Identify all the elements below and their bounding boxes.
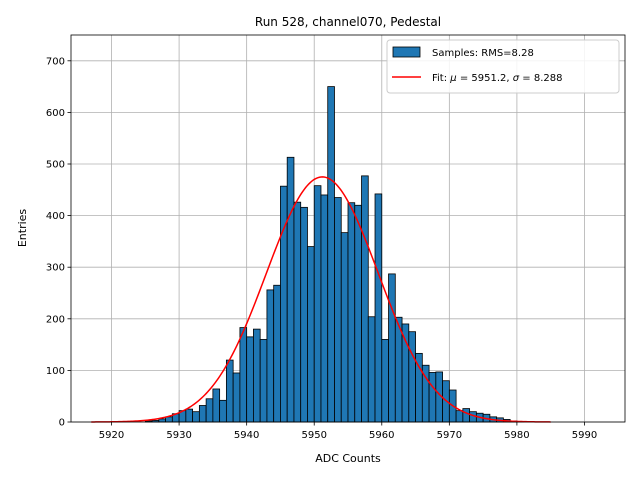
histogram-bar <box>381 339 389 423</box>
chart-title: Run 528, channel070, Pedestal <box>255 15 441 29</box>
y-tick-label: 400 <box>46 211 65 222</box>
histogram-bar <box>300 206 308 423</box>
x-tick-label: 5920 <box>99 430 124 441</box>
x-tick-label: 5980 <box>504 430 529 441</box>
histogram-bar <box>225 359 234 423</box>
histogram-bar <box>361 175 369 423</box>
histogram-bar <box>219 399 227 423</box>
histogram-bar <box>266 289 275 423</box>
legend-sigma-symbol: σ <box>513 73 520 84</box>
histogram-bar <box>158 418 166 423</box>
histogram-bars <box>144 86 525 423</box>
histogram-bar <box>198 405 207 423</box>
y-tick-label: 600 <box>46 108 65 119</box>
histogram-bar <box>334 197 342 423</box>
y-axis-ticks: 0 100 200 300 400 500 600 700 <box>46 56 71 429</box>
histogram-bar <box>354 204 362 423</box>
x-tick-label: 5960 <box>369 430 394 441</box>
histogram-bar <box>394 316 403 423</box>
histogram-bar <box>205 398 214 423</box>
histogram-bar <box>192 411 200 423</box>
y-tick-label: 500 <box>46 160 65 171</box>
x-tick-label: 5950 <box>301 430 326 441</box>
histogram-bar <box>428 372 437 423</box>
histogram-bar <box>367 316 376 423</box>
histogram-bar <box>259 339 268 423</box>
histogram-bar <box>307 246 315 423</box>
histogram-bar <box>313 185 322 423</box>
legend-fit-prefix: Fit: <box>432 73 450 84</box>
x-axis-ticks: 5920 5930 5940 5950 5960 5970 5980 5990 <box>99 422 597 441</box>
histogram-bar <box>212 388 221 423</box>
histogram-bar <box>408 331 416 423</box>
histogram-bar <box>455 410 464 423</box>
fit-curve-group <box>91 176 551 423</box>
histogram-bar <box>347 202 356 423</box>
histogram-bar <box>232 372 241 423</box>
legend-mu-symbol: μ <box>449 73 456 84</box>
histogram-bar <box>185 408 194 423</box>
legend-sigma-value: = 8.288 <box>519 73 562 84</box>
histogram-bar <box>273 284 281 423</box>
legend-bar-swatch <box>392 46 421 58</box>
x-tick-label: 5930 <box>166 430 191 441</box>
legend-mu-value: = 5951.2, <box>457 73 513 84</box>
legend-fit-label: Fit: μ = 5951.2, σ = 8.288 <box>432 73 562 84</box>
histogram-bar <box>327 86 335 423</box>
x-axis-label: ADC Counts <box>315 452 381 465</box>
x-tick-label: 5970 <box>437 430 462 441</box>
y-tick-label: 300 <box>46 263 65 274</box>
histogram-bar <box>293 201 302 423</box>
histogram-bar <box>374 193 383 423</box>
x-tick-label: 5990 <box>572 430 597 441</box>
legend-box <box>386 39 620 94</box>
histogram-bar <box>340 232 349 423</box>
x-tick-label: 5940 <box>234 430 259 441</box>
histogram-bar <box>286 156 295 423</box>
y-tick-label: 200 <box>46 314 65 325</box>
legend-samples-label: Samples: RMS=8.28 <box>432 48 534 59</box>
histogram-bar <box>401 323 410 423</box>
histogram-bar <box>239 327 248 423</box>
y-tick-label: 0 <box>59 418 65 429</box>
histogram-bar <box>462 408 471 423</box>
legend: Samples: RMS=8.28 Fit: μ = 5951.2, σ = 8… <box>386 39 620 94</box>
y-tick-label: 700 <box>46 56 65 67</box>
histogram-bar <box>388 273 396 423</box>
y-axis-label: Entries <box>16 209 29 248</box>
histogram-bar <box>320 194 329 423</box>
histogram-bar <box>253 328 261 423</box>
histogram-bar <box>246 336 254 423</box>
fit-curve <box>91 176 551 423</box>
y-tick-label: 100 <box>46 366 65 377</box>
plot-frame <box>70 34 626 423</box>
